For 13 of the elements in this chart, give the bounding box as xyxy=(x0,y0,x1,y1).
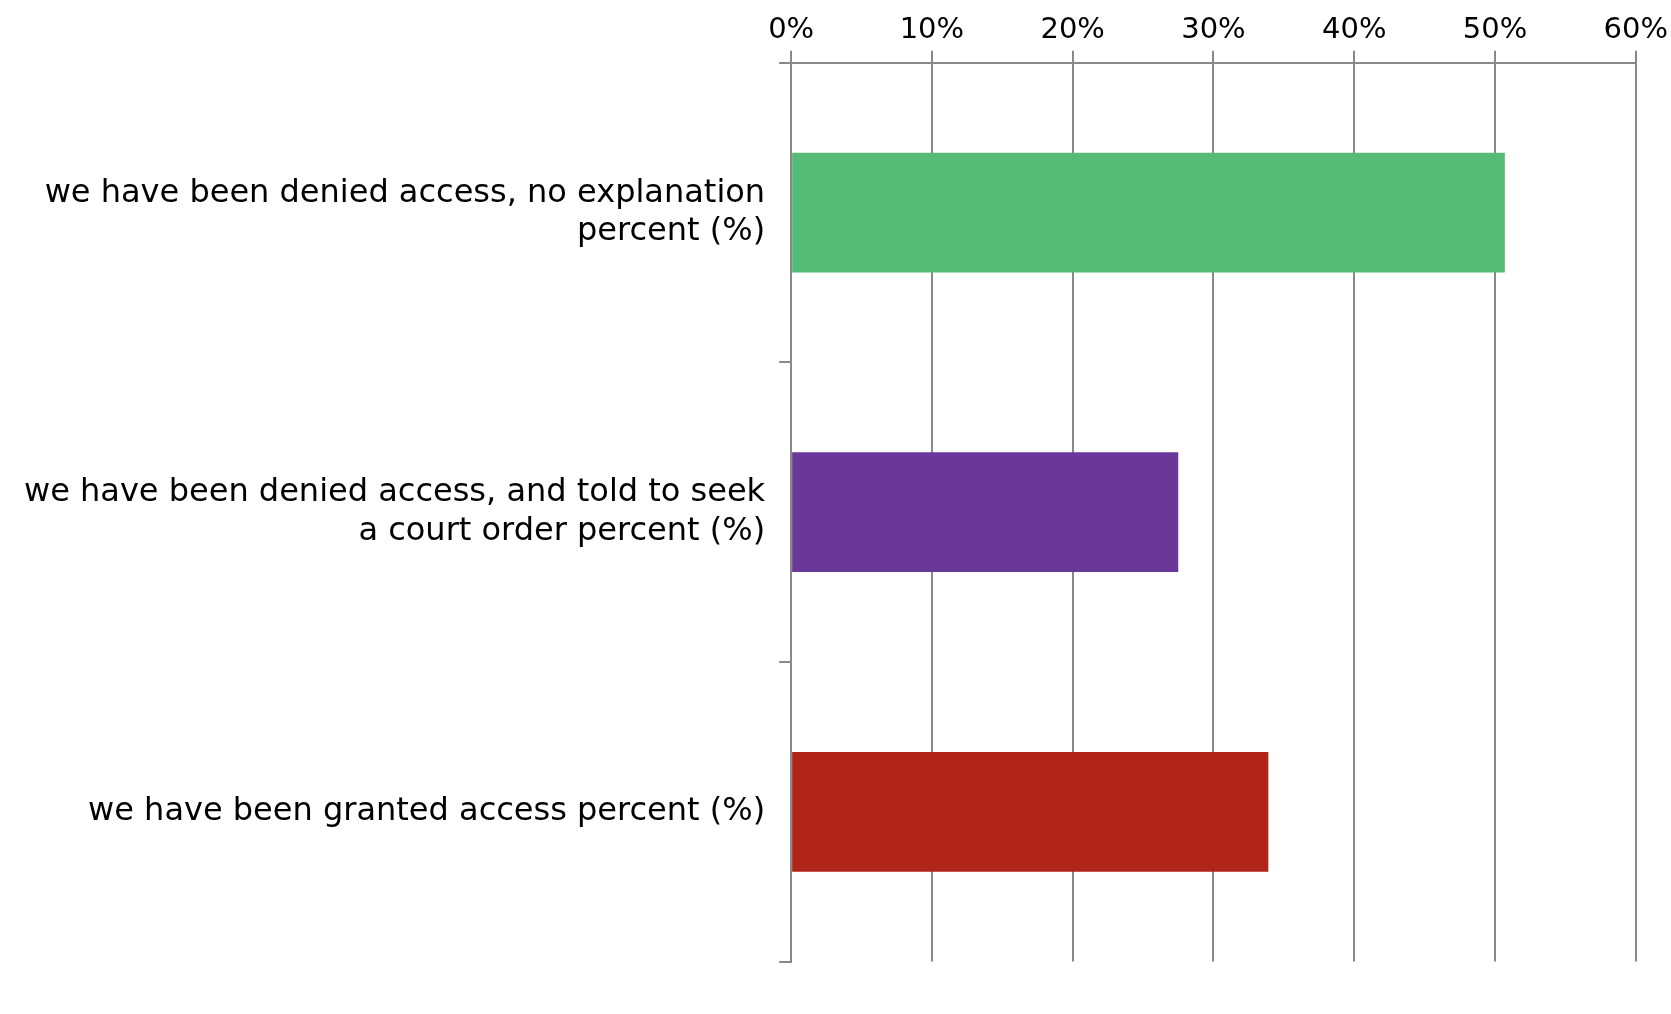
bar xyxy=(792,152,1505,273)
x-tick-label: 20% xyxy=(1040,10,1105,45)
x-tick-label: 40% xyxy=(1321,10,1387,45)
y-tick-label: we have been denied access, no explanation percent (%) xyxy=(44,171,766,249)
x-tick-label: 0% xyxy=(768,10,815,45)
x-tick-label: 30% xyxy=(1181,10,1246,45)
x-tick-label: 50% xyxy=(1462,10,1528,45)
y-tick-label: we have been granted access percent (%) xyxy=(88,790,766,829)
y-tick-label: we have been denied access, and told to seek a court order percent (%) xyxy=(24,471,766,548)
x-tick-label: 60% xyxy=(1603,10,1669,45)
bar xyxy=(792,751,1269,872)
bar xyxy=(792,452,1179,573)
x-tick-label: 10% xyxy=(899,10,965,45)
